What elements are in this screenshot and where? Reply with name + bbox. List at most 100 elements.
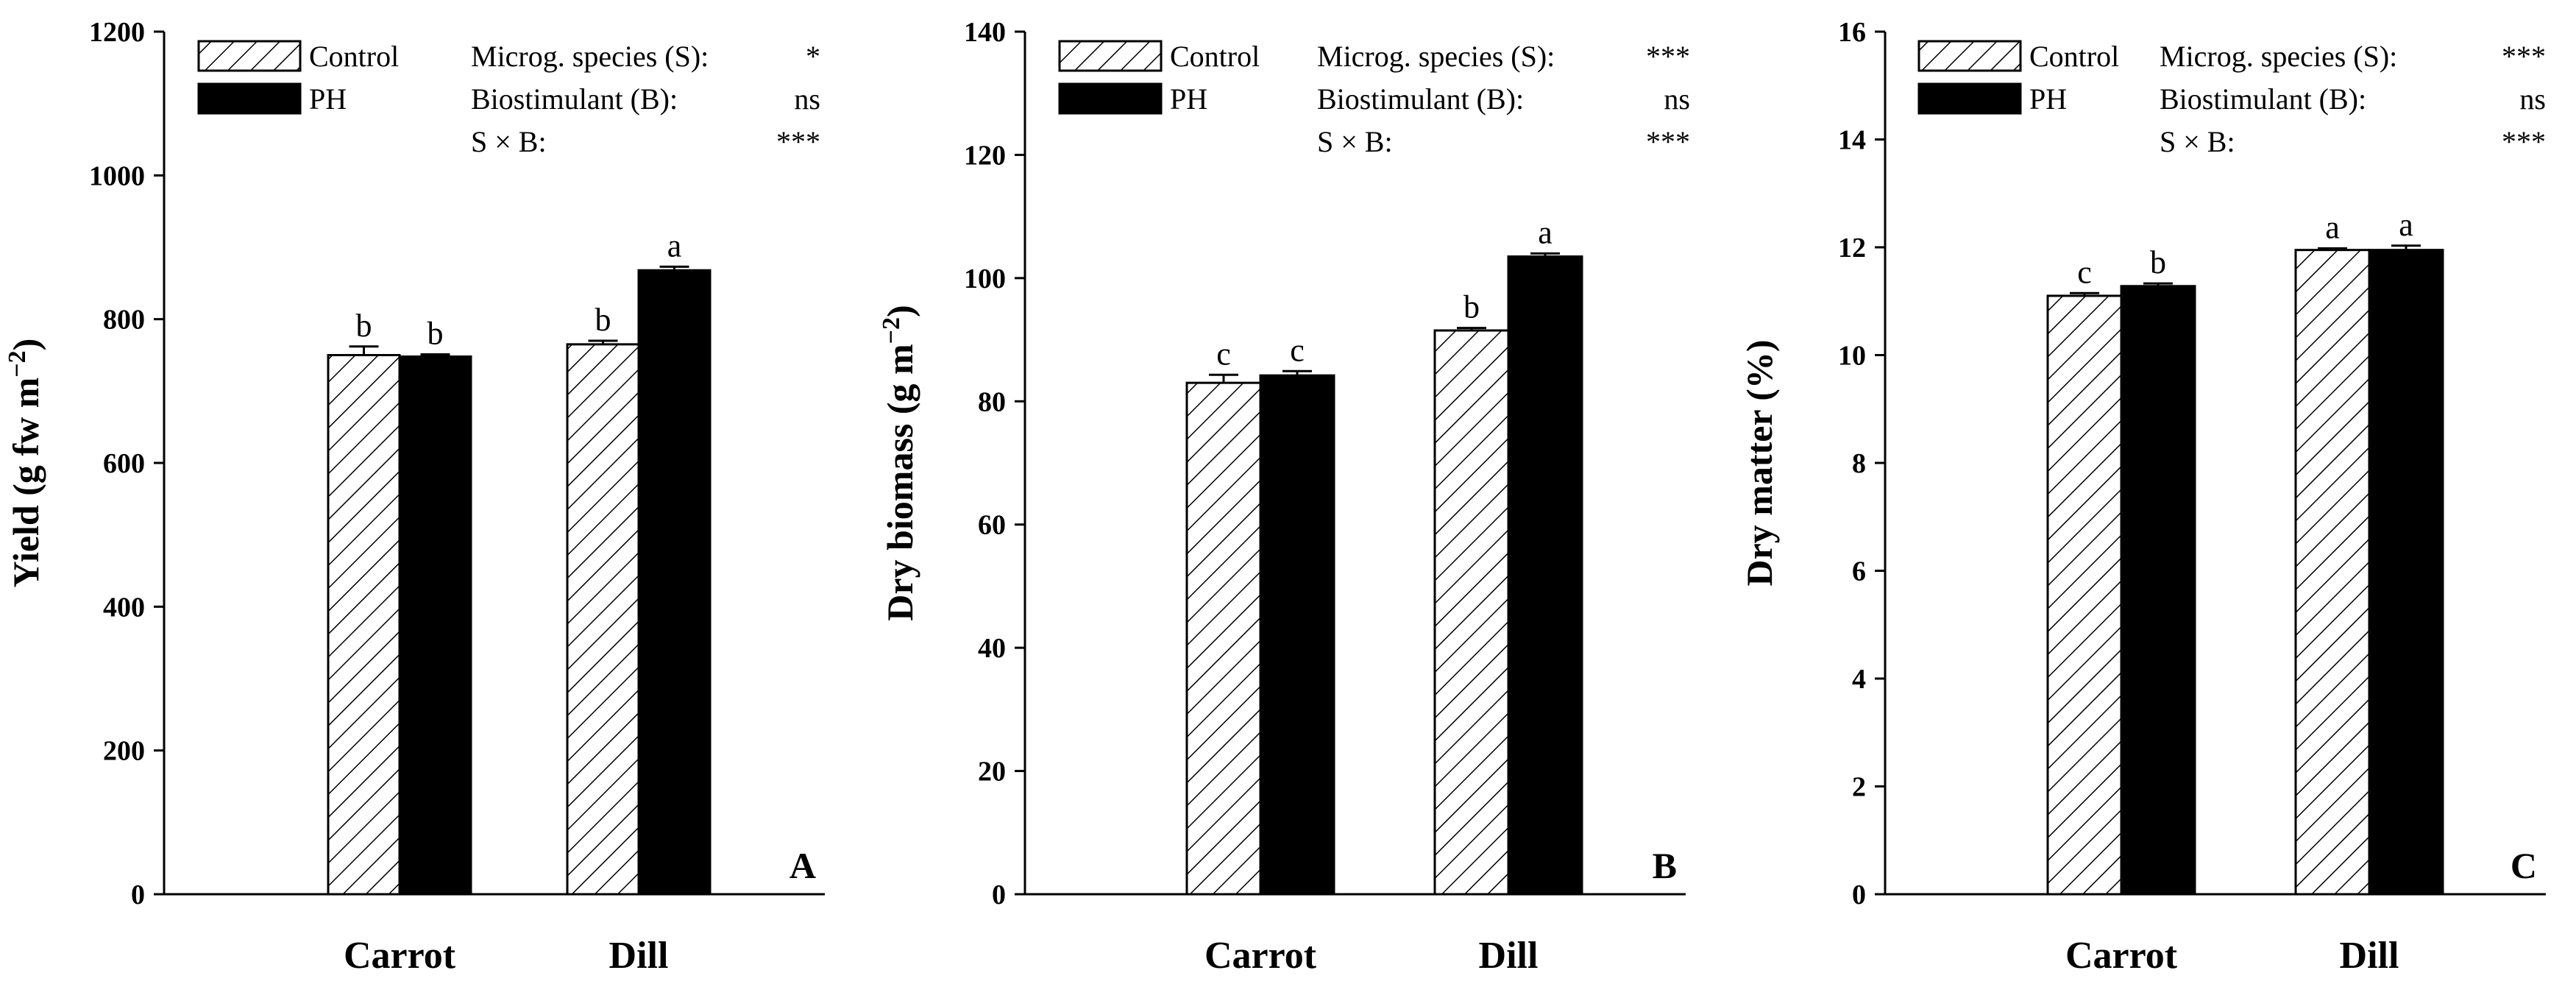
stat-value: ns	[2519, 82, 2546, 116]
significance-letter: c	[2077, 254, 2092, 290]
panel-label: A	[790, 845, 816, 886]
legend-label-ph: PH	[1170, 82, 1207, 116]
stat-label: S × B:	[1317, 125, 1393, 158]
bar-control-carrot	[327, 354, 401, 896]
y-axis-title-superscript: −2	[4, 350, 31, 377]
bar-ph-dill	[2368, 249, 2444, 896]
significance-letter: b	[1463, 289, 1480, 325]
x-tick-label-dill: Dill	[609, 935, 669, 977]
y-axis-title-close: )	[5, 339, 46, 351]
y-tick-label: 0	[992, 880, 1006, 910]
x-tick-label-dill: Dill	[2340, 935, 2399, 977]
stat-label: S × B:	[2160, 125, 2235, 158]
stat-label: Biostimulant (B):	[1317, 82, 1524, 116]
y-tick-label: 60	[978, 510, 1006, 541]
legend-swatch-control	[1058, 40, 1163, 72]
significance-letter: b	[356, 308, 372, 344]
y-tick-label: 8	[1852, 448, 1866, 479]
legend-swatch-ph	[1058, 82, 1163, 115]
bar-control-dill	[566, 343, 640, 896]
y-tick-label: 120	[964, 140, 1006, 171]
stat-value: ***	[1646, 125, 1690, 158]
legend-swatch-control	[1917, 40, 2022, 72]
bar-ph-dill	[1507, 255, 1583, 896]
panel-label: C	[2511, 845, 2537, 886]
stat-label: S × B:	[471, 125, 547, 158]
stat-value: ***	[2502, 40, 2546, 73]
stat-label: Microg. species (S):	[2160, 40, 2397, 73]
stat-value: ***	[1646, 40, 1690, 73]
bar-control-dill	[1433, 329, 1510, 896]
legend-swatch-ph	[1917, 82, 2022, 115]
stat-label: Biostimulant (B):	[471, 82, 678, 116]
stat-label: Microg. species (S):	[471, 40, 709, 73]
bar-ph-carrot	[2120, 285, 2196, 896]
y-tick-label: 2	[1852, 772, 1866, 803]
panel-label: B	[1653, 845, 1677, 886]
y-tick-label: 4	[1852, 664, 1866, 695]
y-axis-title-close: )	[879, 305, 920, 317]
significance-letter: a	[667, 227, 682, 263]
stat-value: ns	[1664, 82, 1690, 116]
y-tick-label: 1200	[89, 17, 145, 48]
bar-ph-dill	[637, 269, 712, 896]
significance-letter: a	[1538, 214, 1553, 250]
y-tick-label: 40	[978, 633, 1006, 664]
bar-control-carrot	[1185, 381, 1262, 896]
bar-control-dill	[2294, 249, 2371, 896]
significance-letter: a	[2325, 209, 2340, 245]
x-tick-label-carrot: Carrot	[344, 935, 456, 977]
y-tick-label: 20	[978, 757, 1006, 788]
y-tick-label: 0	[1852, 880, 1866, 910]
chart-panel-a: 0 200 400 600 800 1000 1200 Yield (g fw m−2) Car…	[4, 17, 825, 977]
chart-panel-b: 0 20 40 60 80 100 120 140 Dry biomass (g m−2) Car…	[878, 17, 1690, 977]
significance-letter: a	[2399, 207, 2413, 243]
x-tick-label-carrot: Carrot	[2065, 935, 2178, 977]
y-tick-label: 600	[103, 448, 145, 479]
stat-label: Biostimulant (B):	[2160, 82, 2366, 116]
y-tick-label: 80	[978, 386, 1006, 417]
stat-value: ***	[2502, 125, 2546, 158]
stat-value: ns	[794, 82, 820, 116]
bar-control-carrot	[2046, 294, 2123, 896]
y-axis-title-main: Dry matter (%)	[1739, 339, 1780, 586]
significance-letter: b	[2150, 244, 2166, 280]
y-tick-label: 12	[1838, 233, 1866, 263]
significance-letter: b	[427, 316, 444, 352]
y-tick-label: 100	[964, 263, 1006, 294]
significance-letter: b	[595, 302, 611, 338]
y-axis-title-main: Dry biomass (g m	[879, 344, 920, 620]
x-tick-label-carrot: Carrot	[1204, 935, 1317, 977]
stat-label: Microg. species (S):	[1317, 40, 1555, 73]
stat-value: ***	[776, 125, 820, 158]
legend-label-control: Control	[309, 40, 399, 73]
y-axis-title: Yield (g fw m−2)	[4, 339, 46, 588]
y-axis-title: Dry biomass (g m−2)	[878, 305, 920, 620]
y-tick-label: 140	[964, 17, 1006, 48]
y-tick-label: 0	[131, 880, 145, 910]
y-tick-label: 6	[1852, 556, 1866, 587]
legend-label-control: Control	[2029, 40, 2119, 73]
y-tick-label: 16	[1838, 17, 1866, 48]
y-tick-label: 800	[103, 305, 145, 336]
x-tick-label-dill: Dill	[1479, 935, 1539, 977]
y-tick-label: 200	[103, 736, 145, 767]
legend-swatch-ph	[197, 82, 302, 115]
y-tick-label: 400	[103, 592, 145, 623]
legend-label-ph: PH	[2029, 82, 2067, 116]
chart-panel-c: 0 2 4 6 8 10 12 14 16 Dry matter (%) Carrot Dill c a b…	[1739, 17, 2546, 977]
legend-label-ph: PH	[309, 82, 347, 116]
y-axis-title-superscript: −2	[878, 317, 905, 344]
bar-ph-carrot	[1259, 374, 1335, 896]
bar-ph-carrot	[398, 355, 472, 896]
y-tick-label: 10	[1838, 341, 1866, 372]
y-axis-title: Dry matter (%)	[1739, 339, 1780, 586]
stat-value: *	[806, 40, 820, 73]
y-tick-label: 14	[1838, 125, 1866, 156]
legend-swatch-control	[197, 40, 302, 72]
y-tick-label: 1000	[89, 160, 145, 191]
significance-letter: c	[1216, 336, 1231, 372]
y-axis-title-main: Yield (g fw m	[5, 378, 46, 588]
significance-letter: c	[1290, 332, 1305, 368]
